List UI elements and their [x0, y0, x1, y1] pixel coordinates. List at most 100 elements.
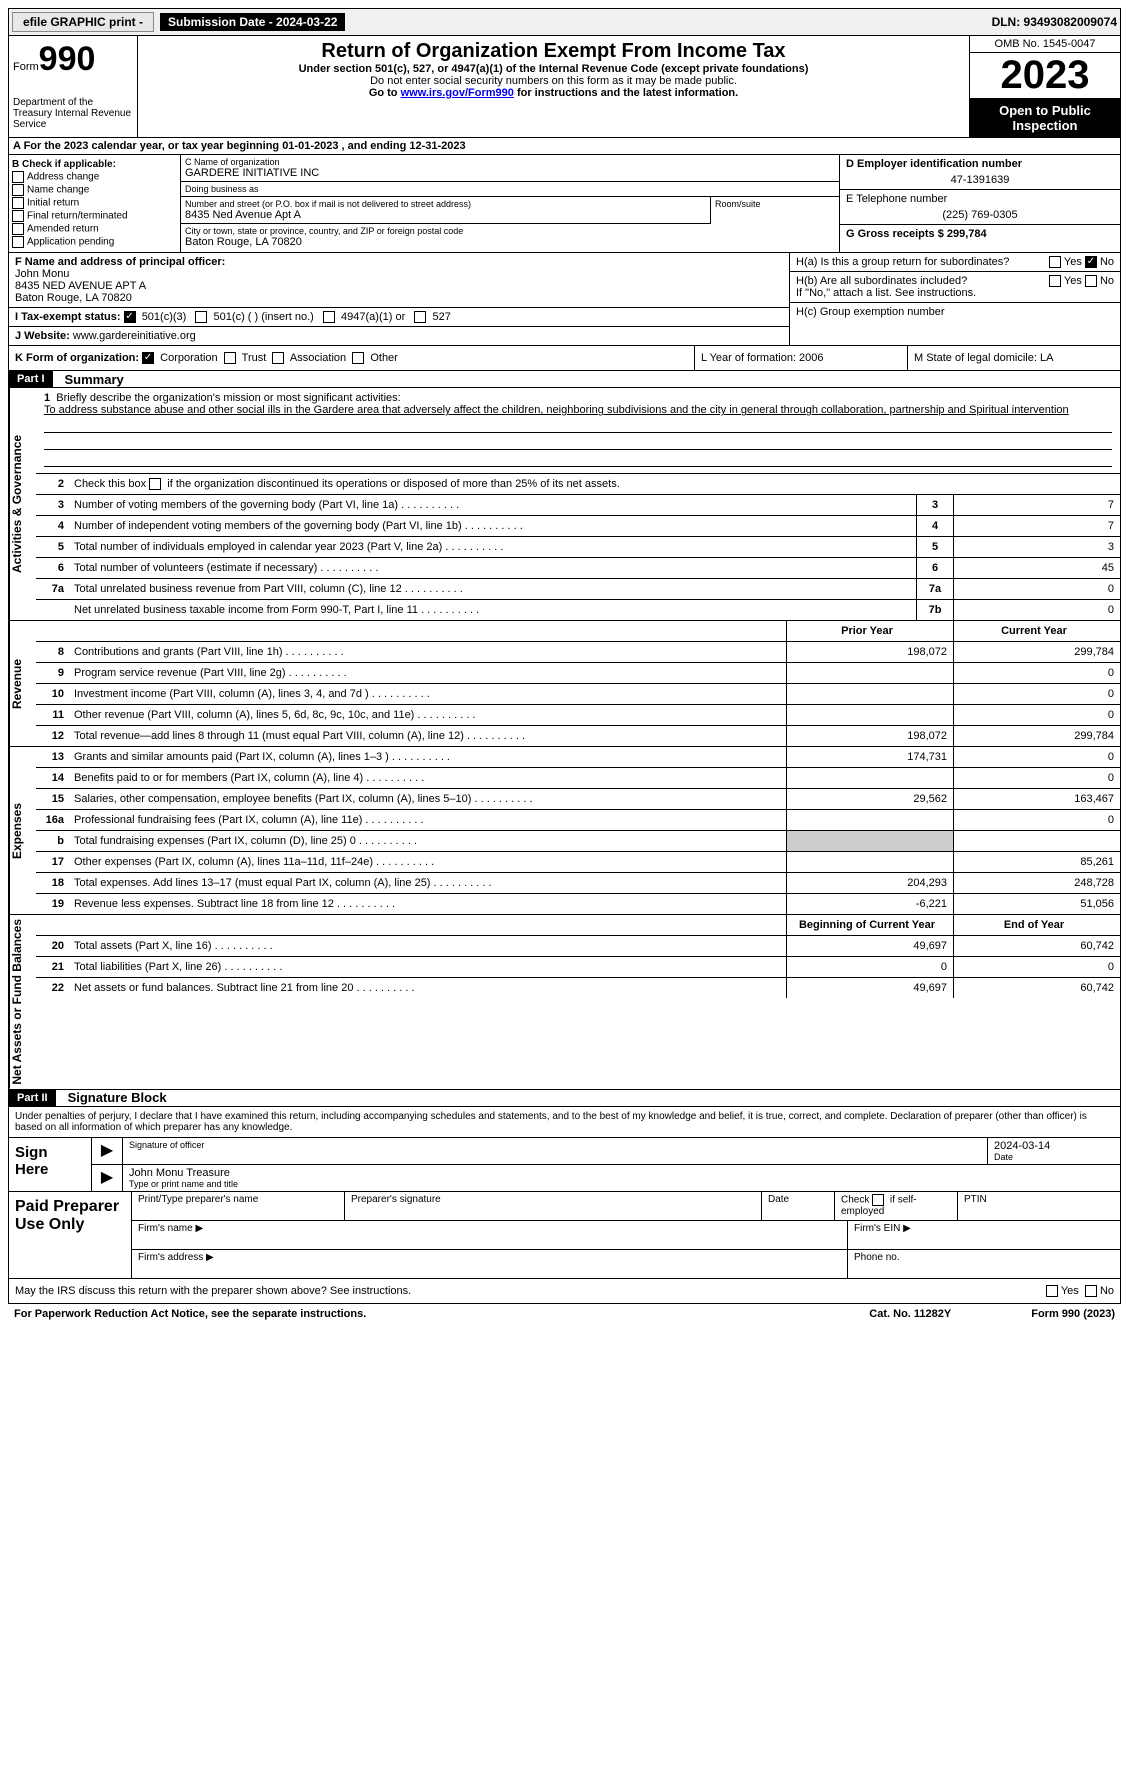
revenue-line: 11Other revenue (Part VIII, column (A), …	[36, 705, 1120, 726]
lbl-no: No	[1100, 256, 1114, 268]
expense-line: 13Grants and similar amounts paid (Part …	[36, 747, 1120, 768]
chk-hb-yes[interactable]	[1049, 275, 1061, 287]
officer-label: F Name and address of principal officer:	[15, 256, 783, 268]
revenue-line: 10Investment income (Part VIII, column (…	[36, 684, 1120, 705]
net-assets: Net Assets or Fund Balances Beginning of…	[8, 915, 1121, 1090]
chk-self-employed[interactable]	[872, 1194, 884, 1206]
phone-label: E Telephone number	[846, 193, 1114, 205]
ein-value: 47-1391639	[846, 174, 1114, 186]
lbl-527: 527	[432, 311, 450, 323]
firm-addr-label: Firm's address	[138, 1252, 206, 1263]
dept-treasury: Department of the Treasury Internal Reve…	[13, 97, 133, 130]
city-label: City or town, state or province, country…	[185, 226, 835, 236]
chk-trust[interactable]	[224, 352, 236, 364]
chk-discuss-no[interactable]	[1085, 1285, 1097, 1297]
form-title: Return of Organization Exempt From Incom…	[142, 40, 965, 63]
chk-other[interactable]	[352, 352, 364, 364]
part1-title: Summary	[65, 372, 124, 387]
chk-ha-yes[interactable]	[1049, 256, 1061, 268]
hc-label: H(c) Group exemption number	[796, 306, 945, 318]
form-subtitle-2: Do not enter social security numbers on …	[142, 75, 965, 87]
ha-label: H(a) Is this a group return for subordin…	[796, 256, 1009, 268]
chk-501c[interactable]	[195, 311, 207, 323]
chk-4947[interactable]	[323, 311, 335, 323]
firm-phone-label: Phone no.	[848, 1250, 1120, 1278]
omb-number: OMB No. 1545-0047	[970, 36, 1120, 53]
chk-name-change[interactable]	[12, 184, 24, 196]
summary-line: 5Total number of individuals employed in…	[36, 537, 1120, 558]
l2-text: Check this box if the organization disco…	[74, 478, 620, 490]
expense-line: 14Benefits paid to or for members (Part …	[36, 768, 1120, 789]
chk-l2[interactable]	[149, 478, 161, 490]
year-formation: L Year of formation: 2006	[695, 346, 908, 370]
chk-527[interactable]	[414, 311, 426, 323]
summary-line: 3Number of voting members of the governi…	[36, 495, 1120, 516]
ein-label: D Employer identification number	[846, 158, 1114, 170]
lbl-501c3: 501(c)(3)	[142, 311, 187, 323]
tax-year: 2023	[970, 53, 1120, 99]
prep-ptin-label: PTIN	[958, 1192, 1120, 1220]
submission-date: Submission Date - 2024-03-22	[160, 13, 345, 31]
lbl-trust: Trust	[242, 352, 267, 364]
revenue: Revenue Prior YearCurrent Year 8Contribu…	[8, 621, 1121, 747]
chk-app-pending[interactable]	[12, 236, 24, 248]
footer-row: For Paperwork Reduction Act Notice, see …	[8, 1304, 1121, 1324]
lbl-assoc: Association	[290, 352, 346, 364]
prep-check-pre: Check	[841, 1194, 869, 1205]
name-label: C Name of organization	[185, 157, 835, 167]
irs-link[interactable]: www.irs.gov/Form990	[401, 87, 514, 99]
website-value: www.gardereinitiative.org	[73, 330, 196, 342]
dba-label: Doing business as	[185, 184, 835, 194]
discuss-text: May the IRS discuss this return with the…	[15, 1285, 411, 1297]
pra-notice: For Paperwork Reduction Act Notice, see …	[14, 1308, 366, 1320]
prep-date-label: Date	[762, 1192, 835, 1220]
state-domicile: M State of legal domicile: LA	[908, 346, 1120, 370]
topbar: efile GRAPHIC print - Submission Date - …	[8, 8, 1121, 36]
efile-button[interactable]: efile GRAPHIC print -	[12, 12, 154, 32]
section-b-title: B Check if applicable:	[12, 159, 177, 170]
revenue-line: 9Program service revenue (Part VIII, lin…	[36, 663, 1120, 684]
chk-hb-no[interactable]	[1085, 275, 1097, 287]
lbl-amended-return: Amended return	[27, 224, 99, 235]
col-prior-year: Prior Year	[786, 621, 953, 641]
sig-arrow-icon-2: ▶	[92, 1165, 123, 1191]
chk-discuss-yes[interactable]	[1046, 1285, 1058, 1297]
col-eoy: End of Year	[953, 915, 1120, 935]
l1-label: Briefly describe the organization's miss…	[56, 392, 400, 404]
expenses: Expenses 13Grants and similar amounts pa…	[8, 747, 1121, 915]
col-current-year: Current Year	[953, 621, 1120, 641]
city-value: Baton Rouge, LA 70820	[185, 236, 835, 248]
dln: DLN: 93493082009074	[992, 15, 1117, 29]
lbl-other: Other	[370, 352, 398, 364]
chk-corp[interactable]	[142, 352, 154, 364]
form-label: Form	[13, 61, 39, 73]
l1-text: To address substance abuse and other soc…	[44, 404, 1112, 416]
chk-initial-return[interactable]	[12, 197, 24, 209]
expense-line: 15Salaries, other compensation, employee…	[36, 789, 1120, 810]
netassets-line: 20Total assets (Part X, line 16)49,69760…	[36, 936, 1120, 957]
expense-line: 16aProfessional fundraising fees (Part I…	[36, 810, 1120, 831]
summary-line: 7aTotal unrelated business revenue from …	[36, 579, 1120, 600]
part1-label: Part I	[9, 371, 53, 387]
chk-amended-return[interactable]	[12, 223, 24, 235]
officer-addr: 8435 NED AVENUE APT A	[15, 280, 783, 292]
chk-address-change[interactable]	[12, 171, 24, 183]
chk-ha-no[interactable]	[1085, 256, 1097, 268]
chk-assoc[interactable]	[272, 352, 284, 364]
revenue-line: 8Contributions and grants (Part VIII, li…	[36, 642, 1120, 663]
lbl-app-pending: Application pending	[27, 237, 114, 248]
goto-pre: Go to	[369, 87, 401, 99]
block-bcdeg: B Check if applicable: Address change Na…	[8, 155, 1121, 253]
summary-line: Net unrelated business taxable income fr…	[36, 600, 1120, 620]
chk-501c3[interactable]	[124, 311, 136, 323]
form-org-label: K Form of organization:	[15, 352, 139, 364]
form-header: Form990 Department of the Treasury Inter…	[8, 36, 1121, 138]
activities-governance: Activities & Governance 1 Briefly descri…	[8, 388, 1121, 621]
summary-line: 4Number of independent voting members of…	[36, 516, 1120, 537]
lbl-corp: Corporation	[160, 352, 217, 364]
chk-final-return[interactable]	[12, 210, 24, 222]
sign-here-label: Sign Here	[9, 1138, 92, 1191]
paid-preparer-block: Paid Preparer Use Only Print/Type prepar…	[8, 1192, 1121, 1279]
vlabel-ag: Activities & Governance	[9, 388, 36, 620]
lbl-name-change: Name change	[27, 185, 89, 196]
